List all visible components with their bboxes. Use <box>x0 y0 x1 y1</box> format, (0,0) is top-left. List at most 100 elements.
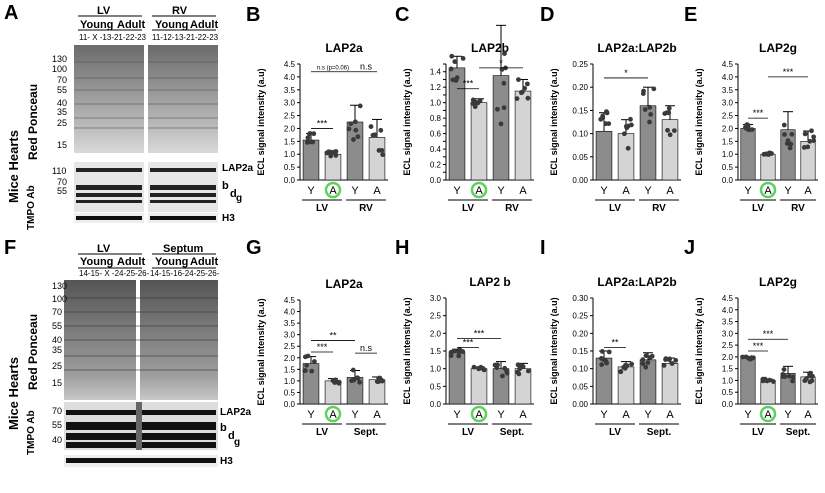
chart-e-ytick-label: 3.0 <box>722 99 734 108</box>
chart-g-group-label: Sept. <box>354 427 379 438</box>
chart-g-ytick-label: 1.5 <box>284 365 296 374</box>
chart-b-xtick-label: A <box>373 185 381 197</box>
mw-a-40: 40 <box>57 98 68 108</box>
chart-e-ytick-label: 1.0 <box>722 150 734 159</box>
chart-c-ytick-label: 1.4 <box>430 68 442 77</box>
chart-b-ytick-label: 0.5 <box>284 163 296 172</box>
chart-i-datapoint <box>649 353 655 359</box>
mw-f-70: 70 <box>52 307 63 317</box>
chart-i-group-label: LV <box>609 427 621 438</box>
chart-e-title: LAP2g <box>759 41 797 55</box>
chart-i-sig-label: ** <box>611 337 619 347</box>
chart-c-group-label: RV <box>505 203 519 214</box>
chart-c-datapoint <box>498 121 504 127</box>
chart-d-datapoint <box>648 112 654 117</box>
chart-h-xtick-label: A <box>475 409 483 421</box>
mw-f2-70: 70 <box>52 406 63 416</box>
chart-d-ytick-label: 0.05 <box>572 153 588 162</box>
chart-h-sig-label: *** <box>463 337 474 347</box>
chart-b-bar <box>324 153 342 181</box>
chart-h-ytick-label: 1.0 <box>430 365 442 374</box>
chart-c-ytick-label: 0.4 <box>430 145 442 154</box>
chart-b-datapoint <box>328 149 334 155</box>
chart-h-xtick-label: Y <box>453 409 461 421</box>
blot-a-ids-2: 11-12-13-21-22-23 <box>152 33 219 42</box>
chart-j-highlight-ring <box>759 405 777 423</box>
band-a-d: d <box>230 188 237 200</box>
chart-j-group-label: Sept. <box>786 427 811 438</box>
chart-c-ytick-label: 0.8 <box>430 114 442 123</box>
chart-b-ytick-label: 1.5 <box>284 137 296 146</box>
mw-a-15: 15 <box>57 140 68 150</box>
chart-j-datapoint <box>771 379 776 384</box>
chart-b-datapoint <box>355 134 361 140</box>
chart-b-ytick-label: 3.0 <box>284 99 296 108</box>
chart-h-xtick-label: A <box>519 409 527 421</box>
chart-c-datapoint <box>519 89 525 95</box>
chart-c-ylabel: ECL signal intensity (a.u) <box>402 68 412 175</box>
chart-h-datapoint <box>495 362 500 368</box>
chart-j-ytick-label: 1.5 <box>722 365 734 374</box>
chart-g-ytick-label: 2.5 <box>284 342 296 351</box>
chart-c-datapoint <box>495 106 500 112</box>
chart-c-datapoint <box>460 55 466 61</box>
chart-e-datapoint <box>788 141 794 147</box>
chart-c-datapoint <box>477 98 483 103</box>
chart-i-xtick-label: A <box>666 409 674 421</box>
chart-e-ytick-label: 2.5 <box>722 112 734 121</box>
chart-d-datapoint <box>671 128 677 134</box>
chart-e-xtick-label: A <box>804 185 812 197</box>
blot-f-adult-1: Adult <box>117 256 146 268</box>
chart-c-xtick-label: A <box>475 185 483 197</box>
chart-g-datapoint <box>312 359 317 364</box>
chart-h-datapoint <box>478 364 484 370</box>
chart-b-ytick-label: 0.0 <box>284 176 296 185</box>
chart-d-sig-label: * <box>624 68 628 78</box>
chart-b-datapoint <box>378 127 384 133</box>
chart-e-datapoint <box>789 131 795 137</box>
panel-label-g: G <box>246 237 262 259</box>
chart-j-datapoint <box>764 378 770 384</box>
chart-c-sig-label: *** <box>463 79 474 89</box>
chart-h-ytick-label: 0.0 <box>430 400 442 409</box>
chart-g-datapoint <box>304 362 310 368</box>
chart-d-group-label: LV <box>609 203 621 214</box>
band-f-d: d <box>228 430 235 442</box>
chart-j-datapoint <box>749 355 754 361</box>
chart-e-highlight-ring <box>759 181 777 199</box>
chart-g-datapoint <box>305 353 311 359</box>
blot-a-young-1: Young <box>80 19 114 31</box>
chart-c-datapoint <box>470 97 476 103</box>
chart-j-group-label: LV <box>752 427 764 438</box>
band-f-b: b <box>220 422 227 434</box>
chart-i-ytick-label: 0.00 <box>572 400 588 409</box>
chart-j-title: LAP2g <box>759 275 797 289</box>
chart-g-xtick-label: Y <box>307 409 315 421</box>
chart-g-ytick-label: 3.5 <box>284 319 296 328</box>
chart-b-datapoint <box>368 124 374 129</box>
chart-i-ytick-label: 0.05 <box>572 382 588 391</box>
chart-e-datapoint <box>802 131 808 137</box>
chart-c-datapoint <box>522 85 528 91</box>
chart-d-datapoint <box>642 107 648 112</box>
chart-e-datapoint <box>811 138 817 144</box>
chart-j-ytick-label: 3.5 <box>722 318 734 327</box>
chart-j-datapoint <box>790 374 796 380</box>
chart-c-datapoint <box>502 51 507 56</box>
chart-c-bar <box>514 90 532 181</box>
chart-j-ytick-label: 2.5 <box>722 341 734 350</box>
chart-i-xtick-label: Y <box>644 409 652 421</box>
chart-d-datapoint <box>628 116 633 122</box>
chart-i-datapoint <box>645 360 651 366</box>
chart-e-ytick-label: 1.5 <box>722 137 734 146</box>
mw-a2-55: 55 <box>57 186 68 196</box>
chart-b-datapoint <box>311 131 317 137</box>
mw-a-25: 25 <box>57 118 68 128</box>
mw-a-130: 130 <box>52 54 68 64</box>
chart-d-datapoint <box>667 132 673 138</box>
chart-h-group-label: LV <box>462 427 474 438</box>
panel-label-b: B <box>246 4 261 26</box>
chart-d-ylabel: ECL signal intensity (a.u) <box>549 68 559 175</box>
chart-c-ytick-label: 1.2 <box>430 83 442 92</box>
chart-j-ytick-label: 4.0 <box>722 306 734 315</box>
